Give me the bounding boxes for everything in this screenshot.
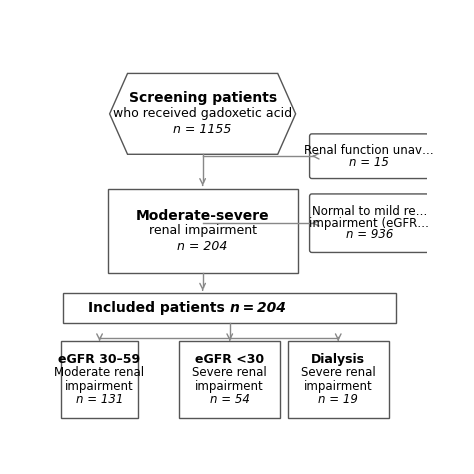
Text: Dialysis: Dialysis	[311, 354, 365, 366]
Bar	[179, 341, 280, 418]
Text: n = 1155: n = 1155	[173, 123, 232, 136]
Bar	[108, 189, 298, 273]
Text: eGFR 30–59: eGFR 30–59	[58, 354, 141, 366]
Text: impairment: impairment	[195, 380, 264, 392]
Text: Renal function unav…: Renal function unav…	[304, 144, 434, 156]
Text: who received gadoxetic acid: who received gadoxetic acid	[113, 107, 292, 120]
Text: n = 936: n = 936	[346, 228, 393, 241]
Text: Normal to mild re…: Normal to mild re…	[311, 205, 427, 218]
Text: Severe renal: Severe renal	[301, 366, 375, 380]
Text: n = 204: n = 204	[177, 240, 228, 253]
Text: Moderate-severe: Moderate-severe	[136, 209, 269, 222]
Text: impairment (eGFR…: impairment (eGFR…	[309, 217, 429, 230]
Text: Screening patients: Screening patients	[128, 91, 277, 105]
FancyBboxPatch shape	[310, 194, 429, 253]
Text: n = 19: n = 19	[319, 392, 358, 406]
Polygon shape	[109, 73, 296, 154]
Text: Severe renal: Severe renal	[192, 366, 267, 380]
Text: n = 15: n = 15	[349, 156, 389, 169]
Text: renal impairment: renal impairment	[149, 224, 256, 237]
Text: impairment: impairment	[65, 380, 134, 392]
Text: n = 131: n = 131	[76, 392, 123, 406]
Text: Moderate renal: Moderate renal	[55, 366, 145, 380]
Bar	[61, 341, 138, 418]
Bar	[63, 293, 396, 322]
Bar	[288, 341, 389, 418]
Text: n = 54: n = 54	[210, 392, 250, 406]
FancyBboxPatch shape	[310, 134, 429, 179]
Text: eGFR <30: eGFR <30	[195, 354, 264, 366]
Text: n = 204: n = 204	[230, 301, 286, 315]
Text: Included patients: Included patients	[88, 301, 230, 315]
Text: impairment: impairment	[304, 380, 373, 392]
